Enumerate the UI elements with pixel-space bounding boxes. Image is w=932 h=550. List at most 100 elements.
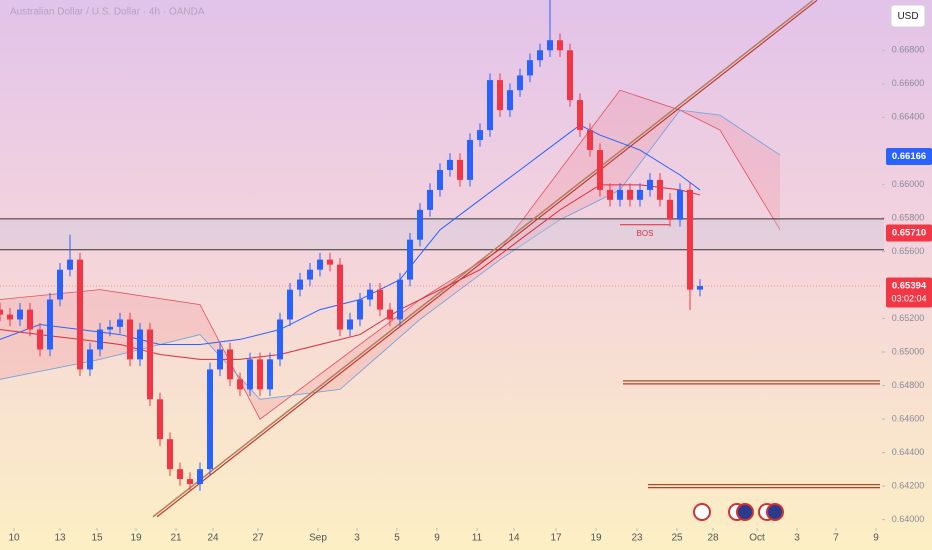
candle-body xyxy=(137,329,143,360)
chart-title: Australian Dollar / U.S. Dollar · 4h · O… xyxy=(10,7,205,18)
candle-body xyxy=(567,50,573,101)
x-tick-label: 3 xyxy=(794,533,800,544)
candle-body xyxy=(487,80,493,131)
candle-body xyxy=(197,469,203,485)
candle-body xyxy=(37,329,43,350)
x-tick-label: Oct xyxy=(749,533,765,544)
trendline xyxy=(152,0,814,518)
candle-body xyxy=(277,319,283,360)
candle-body xyxy=(367,289,373,300)
candle-body xyxy=(337,264,343,330)
y-tick-label: 0.65800 xyxy=(892,212,925,222)
candle-body xyxy=(637,189,643,200)
candle-body xyxy=(527,60,533,76)
candle-body xyxy=(417,209,423,240)
y-tick-label: 0.65600 xyxy=(892,246,925,256)
price-label: 0.65394 xyxy=(892,280,927,291)
price-label-box xyxy=(886,224,932,242)
candle-body xyxy=(407,239,413,280)
candle-body xyxy=(207,369,213,470)
candle-body xyxy=(217,349,223,370)
candle-body xyxy=(27,309,33,330)
candle-body xyxy=(257,359,263,390)
event-icon[interactable] xyxy=(766,503,784,521)
x-tick-label: 3 xyxy=(354,533,360,544)
candle-body xyxy=(227,349,233,380)
x-tick-label: 23 xyxy=(631,533,643,544)
x-tick-label: 17 xyxy=(550,533,562,544)
price-label: 0.66166 xyxy=(892,151,926,162)
candle-body xyxy=(97,329,103,350)
candle-body xyxy=(7,314,13,320)
candle-body xyxy=(347,319,353,330)
countdown: 03:02:04 xyxy=(891,293,926,303)
candle-body xyxy=(327,259,333,265)
candle-body xyxy=(267,359,273,390)
candle-body xyxy=(287,289,293,320)
cloud-lower xyxy=(0,109,781,400)
y-tick-label: 0.66800 xyxy=(892,45,925,55)
candle-body xyxy=(497,80,503,111)
event-icon[interactable] xyxy=(736,503,754,521)
event-icons: BOS xyxy=(0,0,884,521)
candle-body xyxy=(667,199,673,220)
price-label-box xyxy=(886,148,932,166)
y-tick-label: 0.64000 xyxy=(892,514,925,524)
price-label: 0.65710 xyxy=(892,228,926,239)
candle-body xyxy=(57,269,63,300)
candle-body xyxy=(107,326,113,330)
candle-body xyxy=(587,130,593,151)
x-tick-label: 13 xyxy=(54,533,66,544)
candle-body xyxy=(87,349,93,370)
candle-body xyxy=(127,319,133,360)
candle-body xyxy=(387,309,393,320)
y-tick-label: 0.66600 xyxy=(892,78,925,88)
candle-body xyxy=(297,279,303,290)
candle-body xyxy=(627,189,633,200)
currency-label: USD xyxy=(897,11,918,22)
candle-body xyxy=(157,399,163,440)
y-tick-label: 0.64600 xyxy=(892,413,925,423)
zone xyxy=(0,218,884,250)
candle-body xyxy=(377,289,383,310)
candle-body xyxy=(177,469,183,480)
candle-body xyxy=(357,299,363,320)
currency-button[interactable] xyxy=(890,4,926,28)
x-tick-label: 28 xyxy=(707,533,719,544)
candle-body xyxy=(427,189,433,210)
x-tick-label: Sep xyxy=(309,533,327,544)
candle-body xyxy=(577,100,583,131)
candle-body xyxy=(307,269,313,280)
candle-body xyxy=(117,319,123,327)
candle-body xyxy=(147,329,153,400)
candle-body xyxy=(467,139,473,180)
x-tick-label: 25 xyxy=(671,533,683,544)
x-tick-label: 14 xyxy=(508,533,520,544)
price-label-box xyxy=(886,277,932,308)
candle-body xyxy=(77,259,83,370)
x-tick-label: 24 xyxy=(207,533,219,544)
candle-body xyxy=(657,179,663,200)
event-icon[interactable] xyxy=(693,503,711,521)
y-tick-label: 0.64800 xyxy=(892,380,925,390)
candle-body xyxy=(547,40,553,51)
y-tick-label: 0.65200 xyxy=(892,313,925,323)
y-tick-label: 0.66400 xyxy=(892,112,925,122)
trendline xyxy=(156,0,818,518)
candle-body xyxy=(677,189,683,220)
candle-body xyxy=(557,40,563,51)
bos-label: BOS xyxy=(637,229,654,238)
cloud-upper xyxy=(0,89,781,420)
candle-body xyxy=(537,50,543,61)
candle-body xyxy=(167,439,173,470)
candle-body xyxy=(187,479,193,485)
y-tick-label: 0.65000 xyxy=(892,346,925,356)
candle-body xyxy=(397,279,403,320)
y-tick-label: 0.66000 xyxy=(892,179,925,189)
candle-body xyxy=(317,259,323,270)
candle-body xyxy=(237,379,243,390)
candle-body xyxy=(647,179,653,190)
ichimoku-cloud xyxy=(0,90,780,420)
